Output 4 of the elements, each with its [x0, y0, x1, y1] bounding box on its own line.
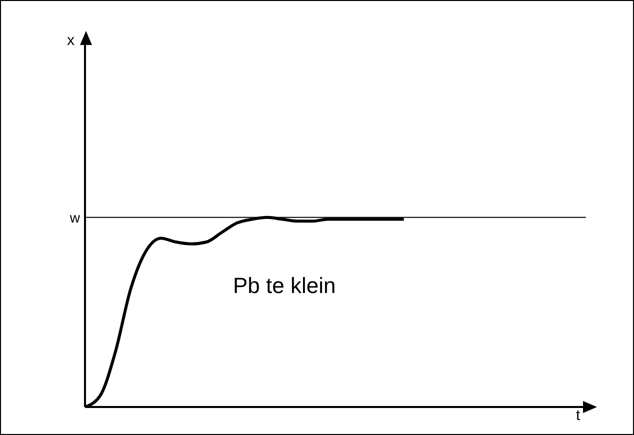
x-axis-title: t: [576, 407, 580, 424]
text: x: [67, 32, 74, 49]
ref-line-label: w: [68, 209, 81, 226]
annotation: Pb te klein: [233, 273, 336, 299]
